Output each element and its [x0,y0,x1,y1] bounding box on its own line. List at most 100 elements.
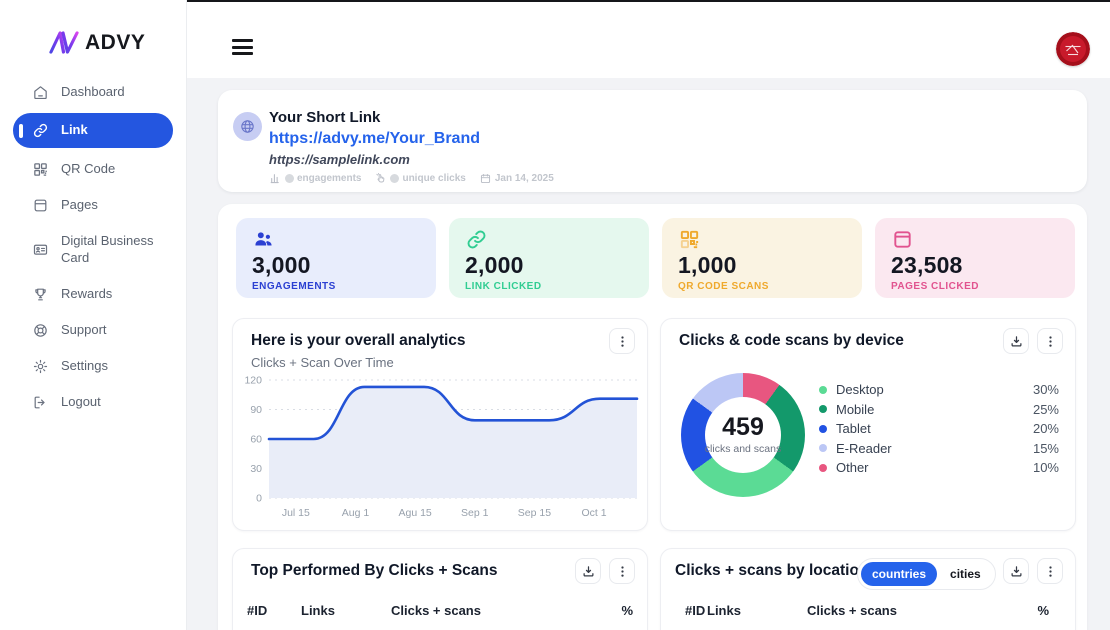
advy-logo-mark-icon [49,30,86,55]
analytics-subtitle: Clicks + Scan Over Time [251,355,394,370]
svg-text:Sep 1: Sep 1 [461,507,489,519]
top-performed-table-header: #ID Links Clicks + scans % [233,603,647,618]
short-url-link[interactable]: https://advy.me/Your_Brand [269,130,480,147]
svg-text:Oct 1: Oct 1 [582,507,607,519]
hamburger-menu-icon[interactable] [232,39,253,55]
stat-card-link-clicked: 2,000 LINK CLICKED [449,218,649,298]
main-content: Your Short Link https://advy.me/Your_Bra… [187,78,1110,630]
sidebar: ADVY Dashboard Link QR Code Pages Digita… [0,0,187,630]
legend-label: Mobile [836,401,875,417]
life-buoy-icon [32,322,49,339]
legend-dot [819,424,827,433]
toggle-cities-button[interactable]: cities [939,562,992,586]
sidebar-item-digital-business-card[interactable]: Digital Business Card [13,224,173,276]
location-table-header: #ID Links Clicks + scans % [661,603,1075,618]
legend-label: Other [836,460,869,475]
sidebar-item-qr-code[interactable]: QR Code [13,152,173,187]
sidebar-item-logout[interactable]: Logout [13,385,173,420]
unique-clicks-label: unique clicks [402,173,466,184]
svg-text:Aug 1: Aug 1 [342,507,370,519]
svg-text:120: 120 [244,375,262,387]
sidebar-item-dashboard[interactable]: Dashboard [13,75,173,110]
unique-clicks-count-dot [390,174,400,183]
device-legend: Desktop 30% Mobile 25% Tablet 20% E-Reader 15% O… [819,382,1059,475]
sidebar-item-label: Link [61,122,88,138]
donut-center-label: clicks and scans [704,443,782,455]
column-header-percent: % [1037,603,1049,618]
legend-value: 25% [1032,401,1059,417]
stats-row: 3,000 ENGAGEMENTS 2,000 LINK CLICKED 1,0… [236,218,1075,298]
top-performed-menu-button[interactable] [609,558,635,584]
stat-card-pages-clicked: 23,508 PAGES CLICKED [875,218,1075,298]
column-header-links: Links [707,603,741,618]
legend-item: Other 10% [819,460,1059,475]
svg-text:60: 60 [250,434,262,446]
sidebar-item-rewards[interactable]: Rewards [13,277,173,312]
sidebar-item-settings[interactable]: Settings [13,349,173,384]
analytics-menu-button[interactable] [609,328,635,354]
sidebar-item-label: Digital Business Card [61,233,154,265]
stat-value: 1,000 [678,252,737,278]
dashboard-panel: 3,000 ENGAGEMENTS 2,000 LINK CLICKED 1,0… [218,204,1087,630]
analytics-chart-card: Here is your overall analytics Clicks + … [232,318,648,531]
location-download-button[interactable] [1003,558,1029,584]
stat-value: 3,000 [252,252,311,278]
engagements-count-dot [285,174,294,183]
location-title: Clicks + scans by location [675,562,869,579]
svg-text:Sep 15: Sep 15 [518,507,551,519]
sidebar-item-support[interactable]: Support [13,313,173,348]
sidebar-item-link[interactable]: Link [13,113,173,148]
legend-label: E-Reader [836,440,892,456]
legend-value: 10% [1032,460,1059,475]
top-performed-download-button[interactable] [575,558,601,584]
logout-icon [32,394,49,411]
column-header-clicks-scans: Clicks + scans [807,603,897,618]
legend-item: Desktop 30% [819,382,1059,397]
stat-value: 23,508 [891,252,963,278]
qr-code-icon [678,228,701,251]
analytics-title: Here is your overall analytics [251,332,466,349]
device-download-button[interactable] [1003,328,1029,354]
column-header-links: Links [301,603,335,618]
avatar[interactable] [1056,32,1090,66]
topbar [187,0,1110,78]
pages-icon [32,197,49,214]
column-header-percent: % [621,603,633,618]
trophy-icon [32,286,49,303]
location-card: Clicks + scans by location countries cit… [660,548,1076,630]
legend-item: E-Reader 15% [819,440,1059,456]
device-donut: 459 clicks and scans [681,373,805,497]
short-link-card: Your Short Link https://advy.me/Your_Bra… [218,90,1087,192]
sidebar-item-label: QR Code [61,161,116,177]
donut-center-value: 459 [722,413,764,441]
stat-label: ENGAGEMENTS [252,281,336,292]
brand-logo: ADVY [0,0,186,55]
legend-label: Desktop [836,382,884,397]
device-menu-button[interactable] [1037,328,1063,354]
device-chart-title: Clicks & code scans by device [679,332,904,349]
legend-item: Mobile 25% [819,401,1059,417]
home-icon [32,84,49,101]
svg-text:90: 90 [250,404,262,416]
id-card-icon [32,241,49,258]
link-icon [32,122,49,139]
short-link-meta: engagements unique clicks Jan 14, 2025 [269,172,554,185]
users-icon [252,228,275,251]
svg-text:Agu 15: Agu 15 [398,507,431,519]
legend-dot [819,463,827,472]
toggle-countries-button[interactable]: countries [861,562,938,586]
stat-card-engagements: 3,000 ENGAGEMENTS [236,218,436,298]
legend-value: 15% [1032,440,1059,456]
link-icon [465,228,488,251]
stat-label: PAGES CLICKED [891,281,979,292]
stat-label: LINK CLICKED [465,281,542,292]
column-header-id: #ID [247,603,268,618]
top-performed-title: Top Performed By Clicks + Scans [251,562,498,579]
location-menu-button[interactable] [1037,558,1063,584]
sidebar-item-label: Pages [61,197,98,213]
sidebar-item-pages[interactable]: Pages [13,188,173,223]
bar-chart-icon [269,172,282,185]
sidebar-item-label: Logout [61,393,101,409]
original-url: https://samplelink.com [269,152,410,167]
globe-icon [233,112,262,141]
